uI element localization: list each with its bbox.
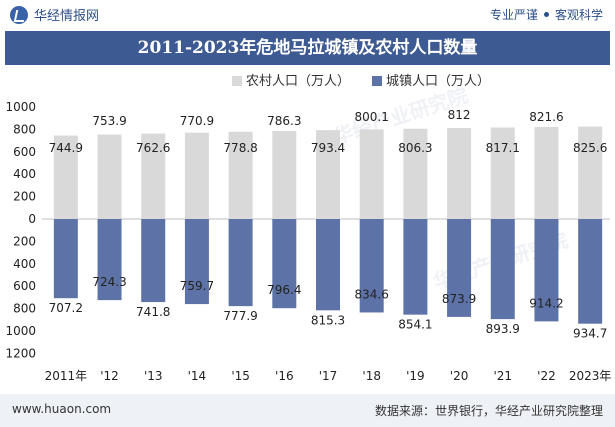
urban-value-label: 707.2: [49, 301, 83, 315]
y-tick-label: 600: [13, 145, 36, 159]
y-tick-label: 800: [13, 302, 36, 316]
rural-bar: [359, 129, 384, 219]
tagline: 专业严谨 客观科学: [490, 6, 603, 23]
rural-bar: [447, 128, 472, 219]
rural-value-label: 753.9: [92, 114, 126, 128]
urban-value-label: 934.7: [573, 327, 607, 341]
rural-value-label: 744.9: [49, 141, 83, 155]
legend-label: 城镇人口（万人）: [386, 74, 490, 89]
rural-bar: [534, 126, 559, 219]
rural-value-label: 762.6: [136, 141, 170, 155]
urban-bar: [490, 219, 515, 320]
urban-bar: [316, 219, 340, 311]
urban-value-label: 854.1: [398, 318, 432, 332]
y-tick-label: 200: [13, 190, 36, 204]
rural-bar: [228, 131, 253, 219]
urban-bar: [141, 219, 166, 303]
x-tick-label: '12: [100, 369, 119, 383]
rural-bar: [184, 132, 209, 219]
rural-bar: [53, 135, 78, 219]
rural-bar: [403, 128, 428, 219]
urban-value-label: 796.4: [267, 283, 301, 297]
y-tick-label: 200: [13, 234, 36, 248]
x-tick-label: '15: [231, 369, 250, 383]
footer-url[interactable]: www.huaon.com: [12, 402, 112, 416]
y-tick-label: 0: [28, 212, 36, 226]
x-tick-label: '22: [537, 369, 556, 383]
rural-bar: [316, 130, 340, 219]
legend-swatch: [232, 76, 242, 86]
legend-swatch: [372, 76, 382, 86]
rural-value-label: 821.6: [529, 110, 563, 124]
y-tick-label: 1000: [5, 100, 36, 114]
rural-value-label: 786.3: [267, 114, 301, 128]
rural-bar: [97, 134, 122, 219]
x-tick-label: '14: [188, 369, 207, 383]
y-tick-label: 1200: [5, 346, 36, 360]
x-tick-label: '19: [406, 369, 425, 383]
urban-value-label: 777.9: [223, 309, 257, 323]
data-source: 数据来源：世界银行，华经产业研究院整理: [374, 404, 603, 418]
urban-bar: [403, 219, 428, 315]
y-tick-label: 1000: [5, 324, 36, 338]
brand-name: 华经情报网: [34, 9, 100, 24]
urban-value-label: 873.9: [442, 292, 476, 306]
urban-bar: [184, 219, 209, 305]
x-tick-label: '17: [319, 369, 338, 383]
urban-bar: [272, 219, 297, 309]
x-tick-label: '13: [144, 369, 163, 383]
rural-value-label: 817.1: [486, 141, 520, 155]
rural-bar: [272, 130, 297, 219]
urban-value-label: 914.2: [529, 296, 563, 310]
urban-value-label: 834.6: [355, 287, 389, 301]
x-tick-label: 2023年: [569, 369, 612, 383]
rural-value-label: 800.1: [355, 110, 389, 124]
urban-value-label: 741.8: [136, 305, 170, 319]
x-tick-label: 2011年: [45, 369, 88, 383]
y-tick-label: 600: [13, 279, 36, 293]
tagline-left: 专业严谨: [489, 8, 538, 22]
urban-bar: [534, 219, 559, 322]
urban-bar: [97, 219, 122, 301]
rural-value-label: 812: [448, 108, 471, 122]
rural-value-label: 825.6: [573, 141, 607, 155]
x-tick-label: '21: [493, 369, 512, 383]
brand[interactable]: 华经情报网: [10, 5, 99, 24]
legend-label: 农村人口（万人）: [246, 74, 350, 89]
y-tick-label: 400: [13, 257, 36, 271]
urban-value-label: 893.9: [486, 322, 520, 336]
rural-value-label: 778.8: [223, 141, 257, 155]
x-tick-label: '18: [362, 369, 381, 383]
rural-value-label: 806.3: [398, 141, 432, 155]
footer: www.huaon.com 数据来源：世界银行，华经产业研究院整理: [0, 394, 615, 427]
rural-value-label: 770.9: [180, 114, 214, 128]
rural-value-label: 793.4: [311, 141, 345, 155]
x-tick-label: '16: [275, 369, 294, 383]
urban-bar: [53, 219, 78, 299]
top-bar: 华经情报网 专业严谨 客观科学: [0, 0, 615, 30]
rural-bar: [141, 133, 166, 219]
urban-bar: [228, 219, 253, 307]
y-tick-label: 800: [13, 122, 36, 136]
rural-bar: [490, 127, 515, 219]
urban-bar: [578, 219, 603, 324]
population-bar-chart: 农村人口（万人） 城镇人口（万人） 1000 800 600 400 200 0 200 400 6…: [5, 74, 612, 383]
y-tick-label: 400: [13, 167, 36, 181]
rural-bar: [578, 126, 603, 219]
x-tick-label: '20: [450, 369, 469, 383]
tagline-right: 客观科学: [554, 8, 603, 22]
bullet-dot-icon: [543, 12, 549, 17]
chart-title: 2011-2023年危地马拉城镇及农村人口数量: [5, 31, 610, 65]
huajing-logo-icon: [10, 5, 28, 24]
urban-bar: [359, 219, 384, 313]
urban-bar: [447, 219, 472, 317]
urban-value-label: 724.3: [92, 275, 126, 289]
urban-value-label: 759.7: [180, 279, 214, 293]
urban-value-label: 815.3: [311, 313, 345, 327]
